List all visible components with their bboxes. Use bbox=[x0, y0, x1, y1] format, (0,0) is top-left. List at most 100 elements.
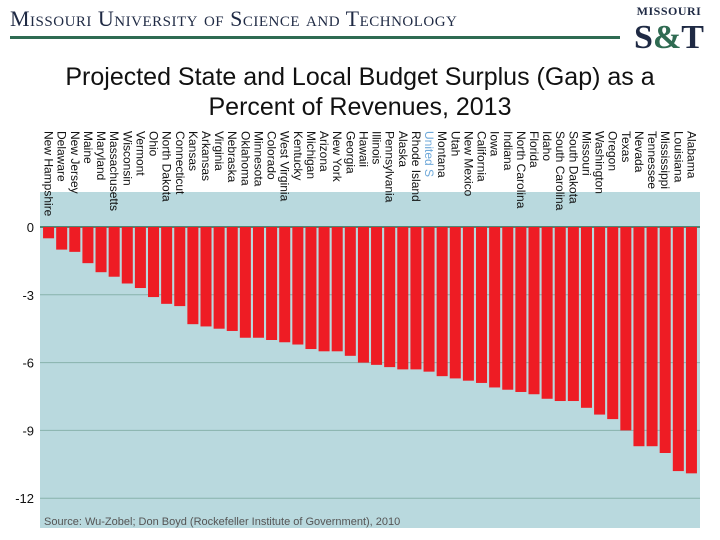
category-label: Mississippi bbox=[658, 131, 672, 189]
bar bbox=[56, 227, 68, 250]
y-tick-label: -12 bbox=[15, 491, 34, 506]
category-label: Washington bbox=[593, 131, 607, 194]
bar bbox=[515, 227, 527, 392]
category-label: Hawaii bbox=[356, 131, 370, 167]
category-label: Arkansas bbox=[199, 131, 213, 181]
bar bbox=[672, 227, 684, 472]
bar bbox=[594, 227, 606, 415]
logo-t: T bbox=[681, 19, 704, 56]
bar bbox=[318, 227, 330, 352]
bar bbox=[69, 227, 81, 252]
category-label: Virginia bbox=[212, 131, 226, 171]
category-label: New Hampshire bbox=[42, 131, 56, 217]
bar bbox=[646, 227, 658, 447]
category-label: Georgia bbox=[343, 131, 357, 174]
bar bbox=[554, 227, 566, 402]
category-label: South Carolina bbox=[553, 131, 567, 211]
bar bbox=[528, 227, 540, 395]
category-label: Maryland bbox=[94, 131, 108, 180]
category-label: Delaware bbox=[55, 131, 69, 182]
bar bbox=[239, 227, 251, 338]
bar bbox=[213, 227, 225, 329]
category-label: Florida bbox=[527, 131, 541, 168]
category-label: South Dakota bbox=[566, 131, 580, 204]
university-logo: MISSOURI S&T bbox=[630, 4, 708, 64]
bar bbox=[187, 227, 199, 325]
bar bbox=[200, 227, 212, 327]
bar bbox=[174, 227, 186, 307]
y-tick-label: -6 bbox=[22, 356, 34, 371]
bar bbox=[305, 227, 317, 350]
category-label: West Virginia bbox=[278, 131, 292, 202]
bar bbox=[279, 227, 291, 343]
logo-amp: & bbox=[652, 19, 682, 56]
category-label: Massachusetts bbox=[107, 131, 121, 211]
bar bbox=[95, 227, 107, 273]
bar bbox=[331, 227, 343, 352]
category-label: Rhode Island bbox=[409, 131, 423, 202]
logo-top-text: MISSOURI bbox=[636, 4, 702, 18]
bar bbox=[567, 227, 579, 402]
bar bbox=[607, 227, 619, 420]
bar bbox=[620, 227, 632, 431]
category-label: Connecticut bbox=[173, 131, 187, 195]
slide-header: Missouri University of Science and Techn… bbox=[0, 0, 720, 56]
bar bbox=[252, 227, 264, 338]
category-label: Pennsylvania bbox=[383, 131, 397, 203]
bar bbox=[292, 227, 304, 345]
category-label: Alabama bbox=[684, 131, 698, 179]
chart-title: Projected State and Local Budget Surplus… bbox=[65, 63, 655, 121]
category-label: Nevada bbox=[632, 131, 646, 173]
category-label: Indiana bbox=[501, 131, 515, 171]
bar bbox=[436, 227, 448, 377]
bar bbox=[410, 227, 422, 370]
category-label: Louisiana bbox=[671, 131, 685, 183]
category-label: Nebraska bbox=[225, 131, 239, 183]
category-label: Illinois bbox=[370, 131, 384, 164]
category-label: Tennessee bbox=[645, 131, 659, 189]
category-label: North Dakota bbox=[160, 131, 174, 202]
category-label: Texas bbox=[619, 131, 633, 162]
category-label: Oregon bbox=[606, 131, 620, 171]
category-label: Idaho bbox=[540, 131, 554, 161]
category-label: Montana bbox=[435, 131, 449, 178]
bar bbox=[344, 227, 356, 356]
bar bbox=[502, 227, 514, 390]
category-label: North Carolina bbox=[514, 131, 528, 209]
category-label: Arizona bbox=[317, 131, 331, 172]
category-label: Iowa bbox=[488, 131, 502, 157]
bar bbox=[82, 227, 94, 264]
source-note: Source: Wu-Zobel; Don Boyd (Rockefeller … bbox=[44, 516, 401, 528]
bar bbox=[134, 227, 146, 289]
category-label: New Mexico bbox=[461, 131, 475, 197]
category-label: United S bbox=[422, 131, 436, 177]
logo-s: S bbox=[634, 19, 653, 56]
category-label: Missouri bbox=[579, 131, 593, 176]
logo-main-text: S&T bbox=[630, 21, 708, 55]
bar bbox=[633, 227, 645, 447]
category-label: Vermont bbox=[133, 131, 147, 176]
bar bbox=[148, 227, 160, 298]
category-label: California bbox=[475, 131, 489, 182]
bar bbox=[357, 227, 369, 363]
bar bbox=[580, 227, 592, 408]
category-label: New Jersey bbox=[68, 131, 82, 194]
bar bbox=[659, 227, 671, 453]
category-label: Maine bbox=[81, 131, 95, 164]
category-label: Ohio bbox=[147, 131, 161, 157]
category-label: Oklahoma bbox=[238, 131, 252, 186]
y-tick-label: -3 bbox=[22, 288, 34, 303]
bar bbox=[423, 227, 435, 372]
category-label: Alaska bbox=[396, 131, 410, 167]
bar bbox=[43, 227, 55, 239]
bar bbox=[541, 227, 553, 399]
bar bbox=[371, 227, 383, 365]
category-label: Kentucky bbox=[291, 131, 305, 180]
bar bbox=[121, 227, 133, 284]
category-label: New York bbox=[330, 131, 344, 183]
bar bbox=[397, 227, 409, 370]
category-label: Kansas bbox=[186, 131, 200, 171]
university-name: Missouri University of Science and Techn… bbox=[10, 6, 458, 31]
header-divider bbox=[10, 36, 620, 39]
